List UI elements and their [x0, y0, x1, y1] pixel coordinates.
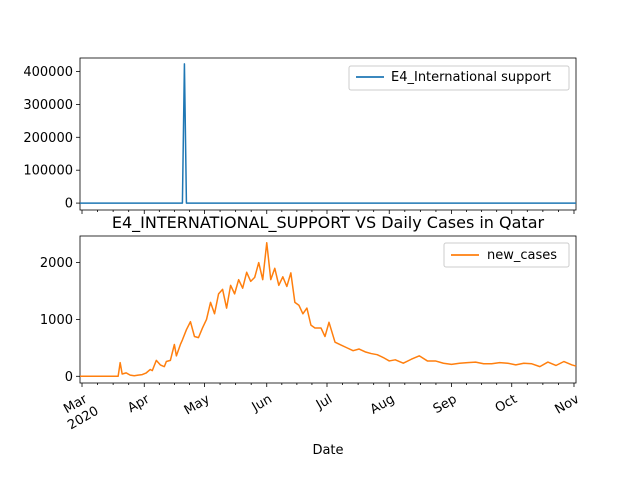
x-tick-label: Oct [493, 392, 520, 416]
y-tick-label: 0 [65, 197, 73, 212]
top-subplot: 0 100000 200000 300000 400000 E4_Internation… [23, 57, 577, 214]
series-line-E4_International support [80, 63, 576, 204]
x-tick-label-group: Aug [368, 392, 397, 418]
bottom-chart-title: E4_INTERNATIONAL_SUPPORT VS Daily Cases … [112, 213, 545, 233]
y-tick-label: 200000 [23, 131, 73, 146]
x-tick-label: Apr [125, 392, 153, 417]
x-axis-label: Date [312, 443, 343, 458]
y-tick-label: 0 [65, 370, 73, 385]
x-tick-label: May [182, 392, 213, 419]
y-tick-label: 400000 [23, 65, 73, 80]
x-tick-label-group: Jun [249, 392, 275, 416]
bottom-legend-box [443, 242, 570, 268]
x-tick-label-group: Nov [553, 392, 583, 418]
top-legend-box [348, 65, 570, 91]
top-y-axis: 0 100000 200000 300000 400000 [23, 65, 80, 212]
y-tick-label: 100000 [23, 164, 73, 179]
bottom-legend: new_cases [443, 242, 570, 268]
x-tick-label-group: Apr [125, 392, 153, 417]
x-tick-label: Jul [313, 392, 335, 413]
x-tick-label: Aug [368, 392, 397, 418]
x-tick-label: Jun [249, 392, 275, 416]
top-series-group [80, 63, 576, 204]
top-plot-frame [79, 57, 577, 211]
x-tick-label: Nov [553, 392, 583, 418]
y-tick-label: 1000 [40, 313, 73, 328]
y-tick-label: 300000 [23, 98, 73, 113]
top-legend-label: E4_International support [391, 70, 551, 85]
x-tick-label: Sep [431, 392, 460, 417]
bottom-plot-frame [79, 235, 577, 384]
top-legend: E4_International support [348, 65, 570, 91]
bottom-series-group [80, 241, 577, 378]
bottom-y-axis: 0 1000 2000 [40, 256, 80, 385]
x-tick-label-group: Oct [493, 392, 520, 416]
series-line-new_cases [80, 241, 577, 378]
x-tick-label-group: May [182, 392, 213, 419]
y-tick-label: 2000 [40, 256, 73, 271]
top-x-axis [81, 210, 575, 214]
x-tick-label-group: Sep [431, 392, 460, 417]
x-tick-label-group: Jul [313, 392, 335, 413]
bottom-legend-label: new_cases [487, 248, 557, 263]
